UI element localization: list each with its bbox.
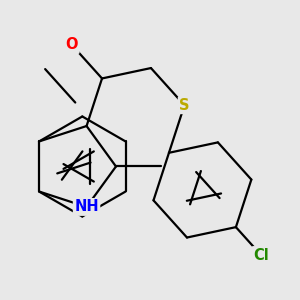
Text: O: O: [66, 38, 78, 52]
Text: S: S: [179, 98, 190, 113]
Text: NH: NH: [74, 200, 99, 214]
Text: Cl: Cl: [253, 248, 269, 262]
